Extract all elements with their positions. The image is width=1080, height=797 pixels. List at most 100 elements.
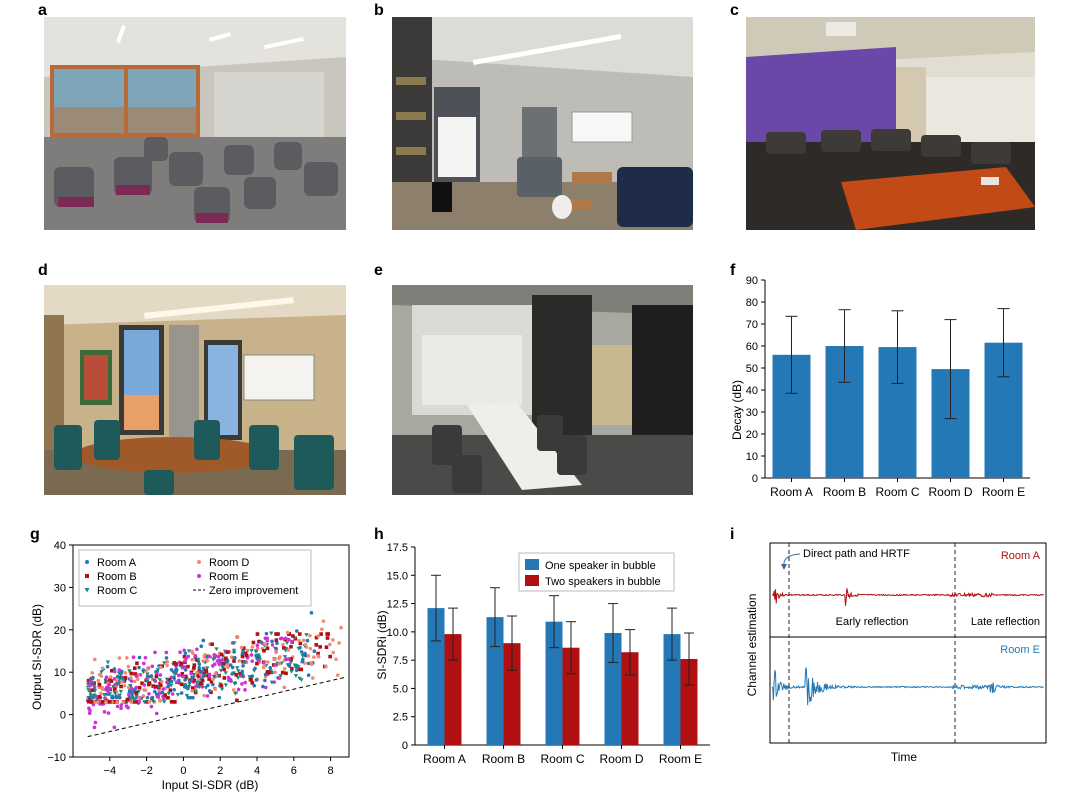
- g-point-room-b: [250, 681, 255, 685]
- g-point-room-c: [223, 683, 229, 688]
- g-point-room-a: [298, 645, 302, 650]
- g-point-room-a: [120, 675, 125, 680]
- g-point-room-b: [90, 688, 94, 692]
- g-point-room-c: [253, 649, 259, 654]
- g-point-room-a: [105, 664, 110, 669]
- g-legend-marker: [197, 560, 201, 564]
- si-sdri-bar-chart: 0 2.5 5.0 7.5 10.0 12.5 15.0 17.5 Room A Room B Ro…: [375, 542, 710, 766]
- g-point-room-d: [316, 654, 321, 658]
- g-point-room-c: [282, 655, 288, 659]
- g-point-room-d: [96, 678, 101, 683]
- g-point-room-c: [115, 682, 121, 687]
- g-point-room-c: [105, 660, 111, 665]
- g-xtick-label: 0: [180, 765, 186, 777]
- g-point-room-a: [198, 670, 203, 674]
- g-point-room-b: [192, 678, 197, 683]
- g-point-room-c: [216, 674, 222, 679]
- g-point-room-b: [297, 667, 302, 672]
- g-point-room-d: [158, 699, 162, 703]
- g-point-room-a: [211, 682, 215, 687]
- i-early-reflection-label: Early reflection: [836, 616, 909, 628]
- g-point-room-d: [213, 687, 218, 692]
- g-point-room-c: [145, 679, 150, 684]
- g-point-room-c: [151, 678, 157, 683]
- g-point-room-b: [190, 686, 195, 690]
- g-point-room-d: [331, 638, 335, 642]
- g-point-room-b: [97, 682, 102, 687]
- g-point-room-b: [204, 669, 209, 674]
- g-point-room-a: [264, 631, 269, 636]
- g-point-room-a: [312, 649, 317, 654]
- g-point-room-a: [137, 665, 141, 670]
- g-point-room-a: [183, 668, 188, 672]
- i-direct-path-annotation: Direct path and HRTF: [803, 548, 910, 560]
- g-legend-label: Zero improvement: [209, 585, 298, 597]
- g-point-room-e: [284, 657, 288, 661]
- g-point-room-a: [253, 666, 257, 671]
- g-point-room-b: [196, 674, 200, 678]
- g-legend-marker: [85, 560, 89, 564]
- g-point-room-e: [194, 684, 198, 688]
- g-point-room-e: [134, 674, 139, 679]
- g-point-room-d: [339, 625, 343, 630]
- g-point-room-c: [195, 657, 201, 662]
- room-c-photo: [746, 17, 1035, 230]
- g-point-room-c: [161, 700, 167, 704]
- g-point-room-e: [119, 703, 124, 707]
- g-point-room-c: [219, 687, 225, 692]
- g-point-room-b: [234, 672, 238, 677]
- g-point-room-a: [240, 669, 245, 674]
- g-point-room-c: [142, 700, 147, 705]
- g-point-room-d: [159, 679, 164, 684]
- g-point-room-e: [287, 637, 291, 642]
- g-point-room-e: [205, 694, 210, 698]
- g-point-room-e: [207, 672, 212, 677]
- g-point-room-e: [141, 661, 146, 666]
- g-point-room-d: [165, 663, 169, 668]
- f-ytick-label: 30: [746, 407, 758, 419]
- g-point-room-b: [289, 657, 293, 661]
- g-point-room-d: [132, 679, 137, 684]
- g-xtick-label: 6: [291, 765, 297, 777]
- g-ytick-label: 40: [54, 540, 66, 552]
- channel-estimation-chart: Room A Room E Direct path and HRTF Early re…: [745, 542, 1047, 764]
- g-point-room-c: [175, 693, 181, 697]
- g-legend-label: Room E: [209, 571, 249, 583]
- g-point-room-e: [104, 675, 109, 680]
- g-point-room-d: [115, 700, 119, 704]
- g-point-room-b: [145, 700, 149, 704]
- g-point-room-b: [265, 646, 270, 651]
- g-point-room-d: [308, 633, 312, 638]
- room-b-photo: [392, 17, 693, 230]
- g-point-room-b: [276, 632, 280, 636]
- g-point-room-b: [226, 650, 230, 654]
- h-category-label: Room D: [599, 752, 643, 766]
- h-ytick-label: 10.0: [387, 627, 408, 639]
- g-point-room-e: [283, 636, 288, 641]
- g-point-room-a: [91, 675, 95, 680]
- g-point-room-e: [117, 668, 122, 672]
- g-point-room-a: [252, 683, 257, 688]
- g-point-room-c: [272, 646, 278, 651]
- g-point-room-e: [88, 683, 93, 688]
- g-point-room-b: [89, 700, 94, 704]
- f-category-label: Room E: [982, 485, 1025, 499]
- g-point-room-d: [331, 650, 336, 655]
- g-y-axis-label: Output SI-SDR (dB): [30, 604, 44, 710]
- g-point-room-e: [154, 671, 159, 676]
- room-d-photo: [44, 285, 346, 495]
- g-point-room-e: [161, 696, 166, 701]
- g-point-room-d: [117, 656, 122, 660]
- g-point-room-e: [87, 711, 92, 715]
- f-category-label: Room B: [823, 485, 866, 499]
- g-point-room-b: [232, 659, 236, 663]
- g-point-room-d: [95, 700, 100, 704]
- h-ytick-label: 0: [402, 740, 408, 752]
- g-zero-improvement-line: [87, 676, 346, 738]
- g-point-room-e: [178, 650, 182, 655]
- g-point-room-d: [274, 650, 279, 654]
- g-point-room-d: [231, 688, 236, 692]
- g-point-room-c: [91, 693, 97, 698]
- g-point-room-a: [150, 695, 155, 700]
- g-point-room-e: [106, 685, 110, 689]
